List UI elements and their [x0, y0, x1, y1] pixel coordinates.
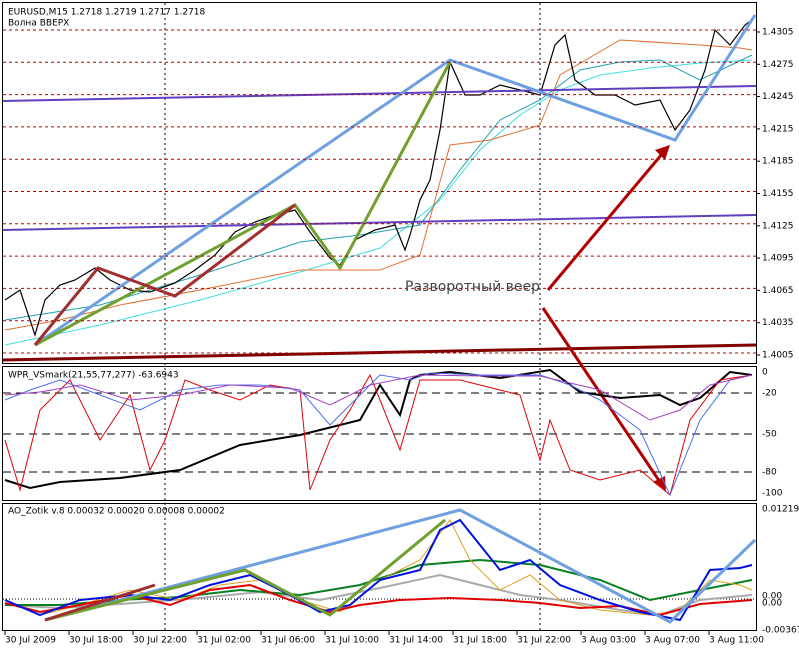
- fan-green: [34, 61, 452, 347]
- fan-blue: [34, 14, 757, 347]
- price-label: 1.4305: [762, 28, 794, 38]
- price-label: 1.4215: [762, 124, 794, 134]
- ao-axis-label: 0.00: [762, 592, 782, 602]
- wpr-axis-label: -100: [762, 489, 783, 499]
- time-label: 3 Aug 03:00: [581, 636, 636, 646]
- price-label: 1.4125: [762, 221, 794, 231]
- ma-line: [4, 54, 753, 321]
- ma-line: [4, 39, 753, 331]
- time-label: 31 Jul 02:00: [197, 636, 251, 646]
- main-decor: [2, 3, 757, 630]
- wpr-axis-label: -20: [762, 389, 777, 399]
- trend-line: [2, 214, 757, 231]
- time-label: 31 Jul 10:00: [325, 636, 379, 646]
- wpr-line: [4, 368, 753, 490]
- price-line: [4, 19, 753, 338]
- wpr-panel: [2, 366, 757, 501]
- fan-green: [44, 518, 446, 622]
- wpr-axis-label: 0: [762, 368, 768, 378]
- time-label: 30 Jul 2009: [5, 636, 56, 646]
- ao-axis-label: -0.00367: [762, 626, 799, 636]
- time-label: 31 Jul 06:00: [261, 636, 315, 646]
- price-label: 1.4185: [762, 157, 794, 167]
- arrow-head: [655, 145, 670, 160]
- ao-axis-label: 0.00: [762, 599, 782, 609]
- price-label: 1.4095: [762, 254, 794, 264]
- price-label: 1.4275: [762, 60, 794, 70]
- price-label: 1.4005: [762, 351, 794, 361]
- wpr-line: [4, 374, 753, 421]
- ao-line: [4, 518, 753, 622]
- wpr-line: [4, 373, 753, 496]
- ao-axis-label: 0.01219: [762, 505, 799, 515]
- time-label: 3 Aug 11:00: [709, 636, 764, 646]
- time-label: 31 Jul 14:00: [389, 636, 443, 646]
- price-label: 1.4065: [762, 286, 794, 296]
- arrow: [546, 153, 664, 291]
- main-panel: [2, 2, 757, 364]
- time-label: 31 Jul 22:00: [517, 636, 571, 646]
- wpr-axis-label: -50: [762, 430, 777, 440]
- wpr-label: WPR_VSmark(21,55,77,277) -63.6943: [8, 371, 179, 381]
- fan-brown: [33, 203, 296, 346]
- wpr-line: [4, 372, 753, 497]
- price-label: 1.4035: [762, 318, 794, 328]
- time-label: 30 Jul 18:00: [69, 636, 123, 646]
- trend-line: [2, 343, 757, 362]
- fan-blue: [44, 508, 757, 624]
- time-label: 31 Jul 18:00: [453, 636, 507, 646]
- wpr-axis-label: -80: [762, 468, 777, 478]
- ao-panel: [2, 503, 757, 631]
- fan-brown: [44, 583, 156, 622]
- trend-line: [2, 85, 757, 102]
- indicator-label: Волна ВВЕРХ: [8, 19, 69, 29]
- time-label: 30 Jul 22:00: [133, 636, 187, 646]
- annotation: Разворотный веер: [405, 279, 540, 295]
- time-label: 3 Aug 07:00: [645, 636, 700, 646]
- ma-line: [4, 59, 753, 346]
- price-label: 1.4245: [762, 92, 794, 102]
- symbol-line: EURUSD,M15 1.2718 1.2719 1.2717 1.2718: [8, 8, 206, 18]
- ao-label: AO_Zotik v.8 0.00032 0.00020 0.00008 0.0…: [8, 507, 225, 517]
- price-label: 1.4155: [762, 189, 794, 199]
